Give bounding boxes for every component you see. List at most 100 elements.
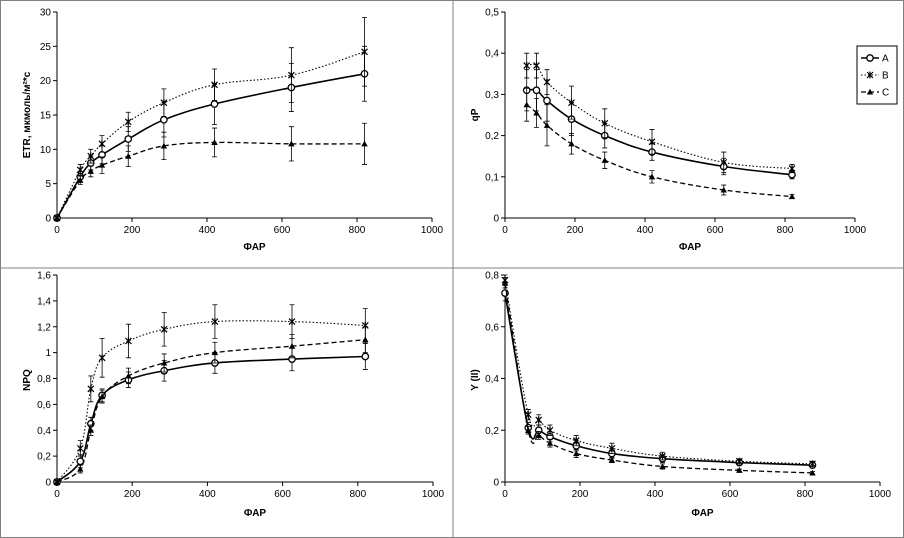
x-tick-label: 400 bbox=[647, 489, 664, 500]
y-tick-label: 1,2 bbox=[37, 322, 51, 333]
data-point bbox=[87, 427, 95, 433]
y-tick-label: 0 bbox=[45, 478, 51, 489]
data-point bbox=[288, 140, 295, 147]
series-b bbox=[53, 17, 368, 222]
x-tick-label: 800 bbox=[349, 489, 366, 500]
data-point bbox=[76, 444, 84, 452]
data-point bbox=[160, 99, 168, 107]
legend: ABC bbox=[856, 45, 898, 105]
data-point bbox=[546, 426, 554, 434]
data-point bbox=[125, 372, 132, 379]
y-tick-label: 30 bbox=[40, 8, 52, 19]
data-point bbox=[543, 96, 551, 105]
data-point bbox=[125, 337, 132, 345]
data-point bbox=[501, 279, 509, 286]
data-point bbox=[659, 452, 666, 460]
series-line bbox=[56, 320, 366, 483]
x-tick-label: 1000 bbox=[869, 489, 892, 500]
y-axis-title: ETR, мкмоль/м²*с bbox=[22, 71, 33, 158]
y-tick-label: 0,5 bbox=[485, 8, 499, 19]
data-point bbox=[160, 325, 168, 333]
data-point bbox=[124, 118, 132, 126]
series-line bbox=[56, 339, 366, 483]
chart-npq: 0 0,2 0,4 0,6 0,8 1 1,2 1,4 1,6 0 200 400 600 800 1000… bbox=[22, 271, 445, 520]
series-c bbox=[523, 87, 796, 200]
data-point bbox=[287, 71, 295, 79]
data-point bbox=[98, 140, 106, 148]
data-point bbox=[568, 99, 575, 107]
x-tick-label: 200 bbox=[124, 225, 141, 236]
x-tick-label: 0 bbox=[502, 489, 508, 500]
data-point bbox=[160, 142, 168, 149]
series-c bbox=[501, 277, 816, 476]
data-point bbox=[736, 467, 743, 473]
series-line bbox=[526, 63, 793, 170]
series-line bbox=[56, 355, 366, 483]
data-point bbox=[535, 416, 543, 424]
x-tick-label: 0 bbox=[54, 225, 60, 236]
data-point bbox=[87, 385, 95, 393]
data-point bbox=[87, 152, 95, 160]
y-axis-title: qP bbox=[470, 108, 481, 121]
data-point bbox=[608, 456, 616, 463]
data-point bbox=[53, 214, 61, 221]
data-point bbox=[160, 115, 168, 124]
data-point bbox=[76, 166, 84, 174]
y-tick-label: 0 bbox=[493, 478, 499, 489]
x-tick-label: 400 bbox=[637, 225, 654, 236]
data-point bbox=[720, 158, 728, 166]
data-point bbox=[211, 139, 218, 146]
data-point bbox=[53, 478, 61, 485]
x-tick-label: 800 bbox=[777, 225, 794, 236]
y-tick-label: 15 bbox=[40, 111, 52, 122]
data-point bbox=[124, 135, 133, 143]
data-point bbox=[601, 157, 608, 163]
y-tick-label: 5 bbox=[45, 179, 51, 190]
y-tick-label: 0,1 bbox=[485, 172, 499, 183]
data-point bbox=[788, 193, 796, 200]
data-point bbox=[648, 138, 656, 146]
data-point bbox=[77, 465, 84, 472]
data-point bbox=[361, 48, 368, 56]
y-tick-label: 0,2 bbox=[485, 426, 499, 437]
y-tick-label: 0,2 bbox=[37, 452, 51, 463]
legend-label: B bbox=[882, 71, 889, 82]
series-line bbox=[56, 51, 365, 219]
y-tick-label: 25 bbox=[40, 42, 52, 53]
data-point bbox=[601, 119, 609, 127]
data-point bbox=[211, 349, 219, 356]
x-tick-label: 400 bbox=[199, 489, 216, 500]
data-point bbox=[525, 427, 532, 433]
y-tick-label: 0,2 bbox=[485, 131, 499, 142]
data-point bbox=[735, 457, 743, 465]
series-a bbox=[501, 284, 817, 470]
data-point bbox=[98, 354, 106, 362]
data-point bbox=[160, 359, 168, 366]
legend-label: C bbox=[882, 88, 889, 99]
data-point bbox=[361, 352, 370, 361]
series-a bbox=[53, 343, 370, 486]
series-b bbox=[523, 52, 796, 174]
x-tick-label: 1000 bbox=[421, 225, 444, 236]
data-point bbox=[362, 336, 369, 343]
data-point bbox=[533, 109, 540, 116]
series-line bbox=[526, 104, 793, 198]
data-point bbox=[288, 318, 296, 326]
x-tick-label: 600 bbox=[274, 225, 291, 236]
data-point bbox=[211, 81, 218, 89]
y-tick-label: 0 bbox=[493, 214, 499, 225]
data-point bbox=[535, 432, 542, 438]
x-tick-label: 600 bbox=[707, 225, 724, 236]
data-point bbox=[361, 140, 368, 147]
data-point bbox=[809, 460, 816, 468]
legend-label: A bbox=[882, 54, 889, 65]
x-axis-title: ФАР bbox=[244, 508, 267, 519]
y-tick-label: 0,4 bbox=[485, 49, 499, 60]
data-point bbox=[648, 173, 656, 180]
data-point bbox=[659, 463, 666, 470]
x-axis-title: ФАР bbox=[691, 508, 714, 519]
y-tick-label: 0,3 bbox=[485, 90, 499, 101]
